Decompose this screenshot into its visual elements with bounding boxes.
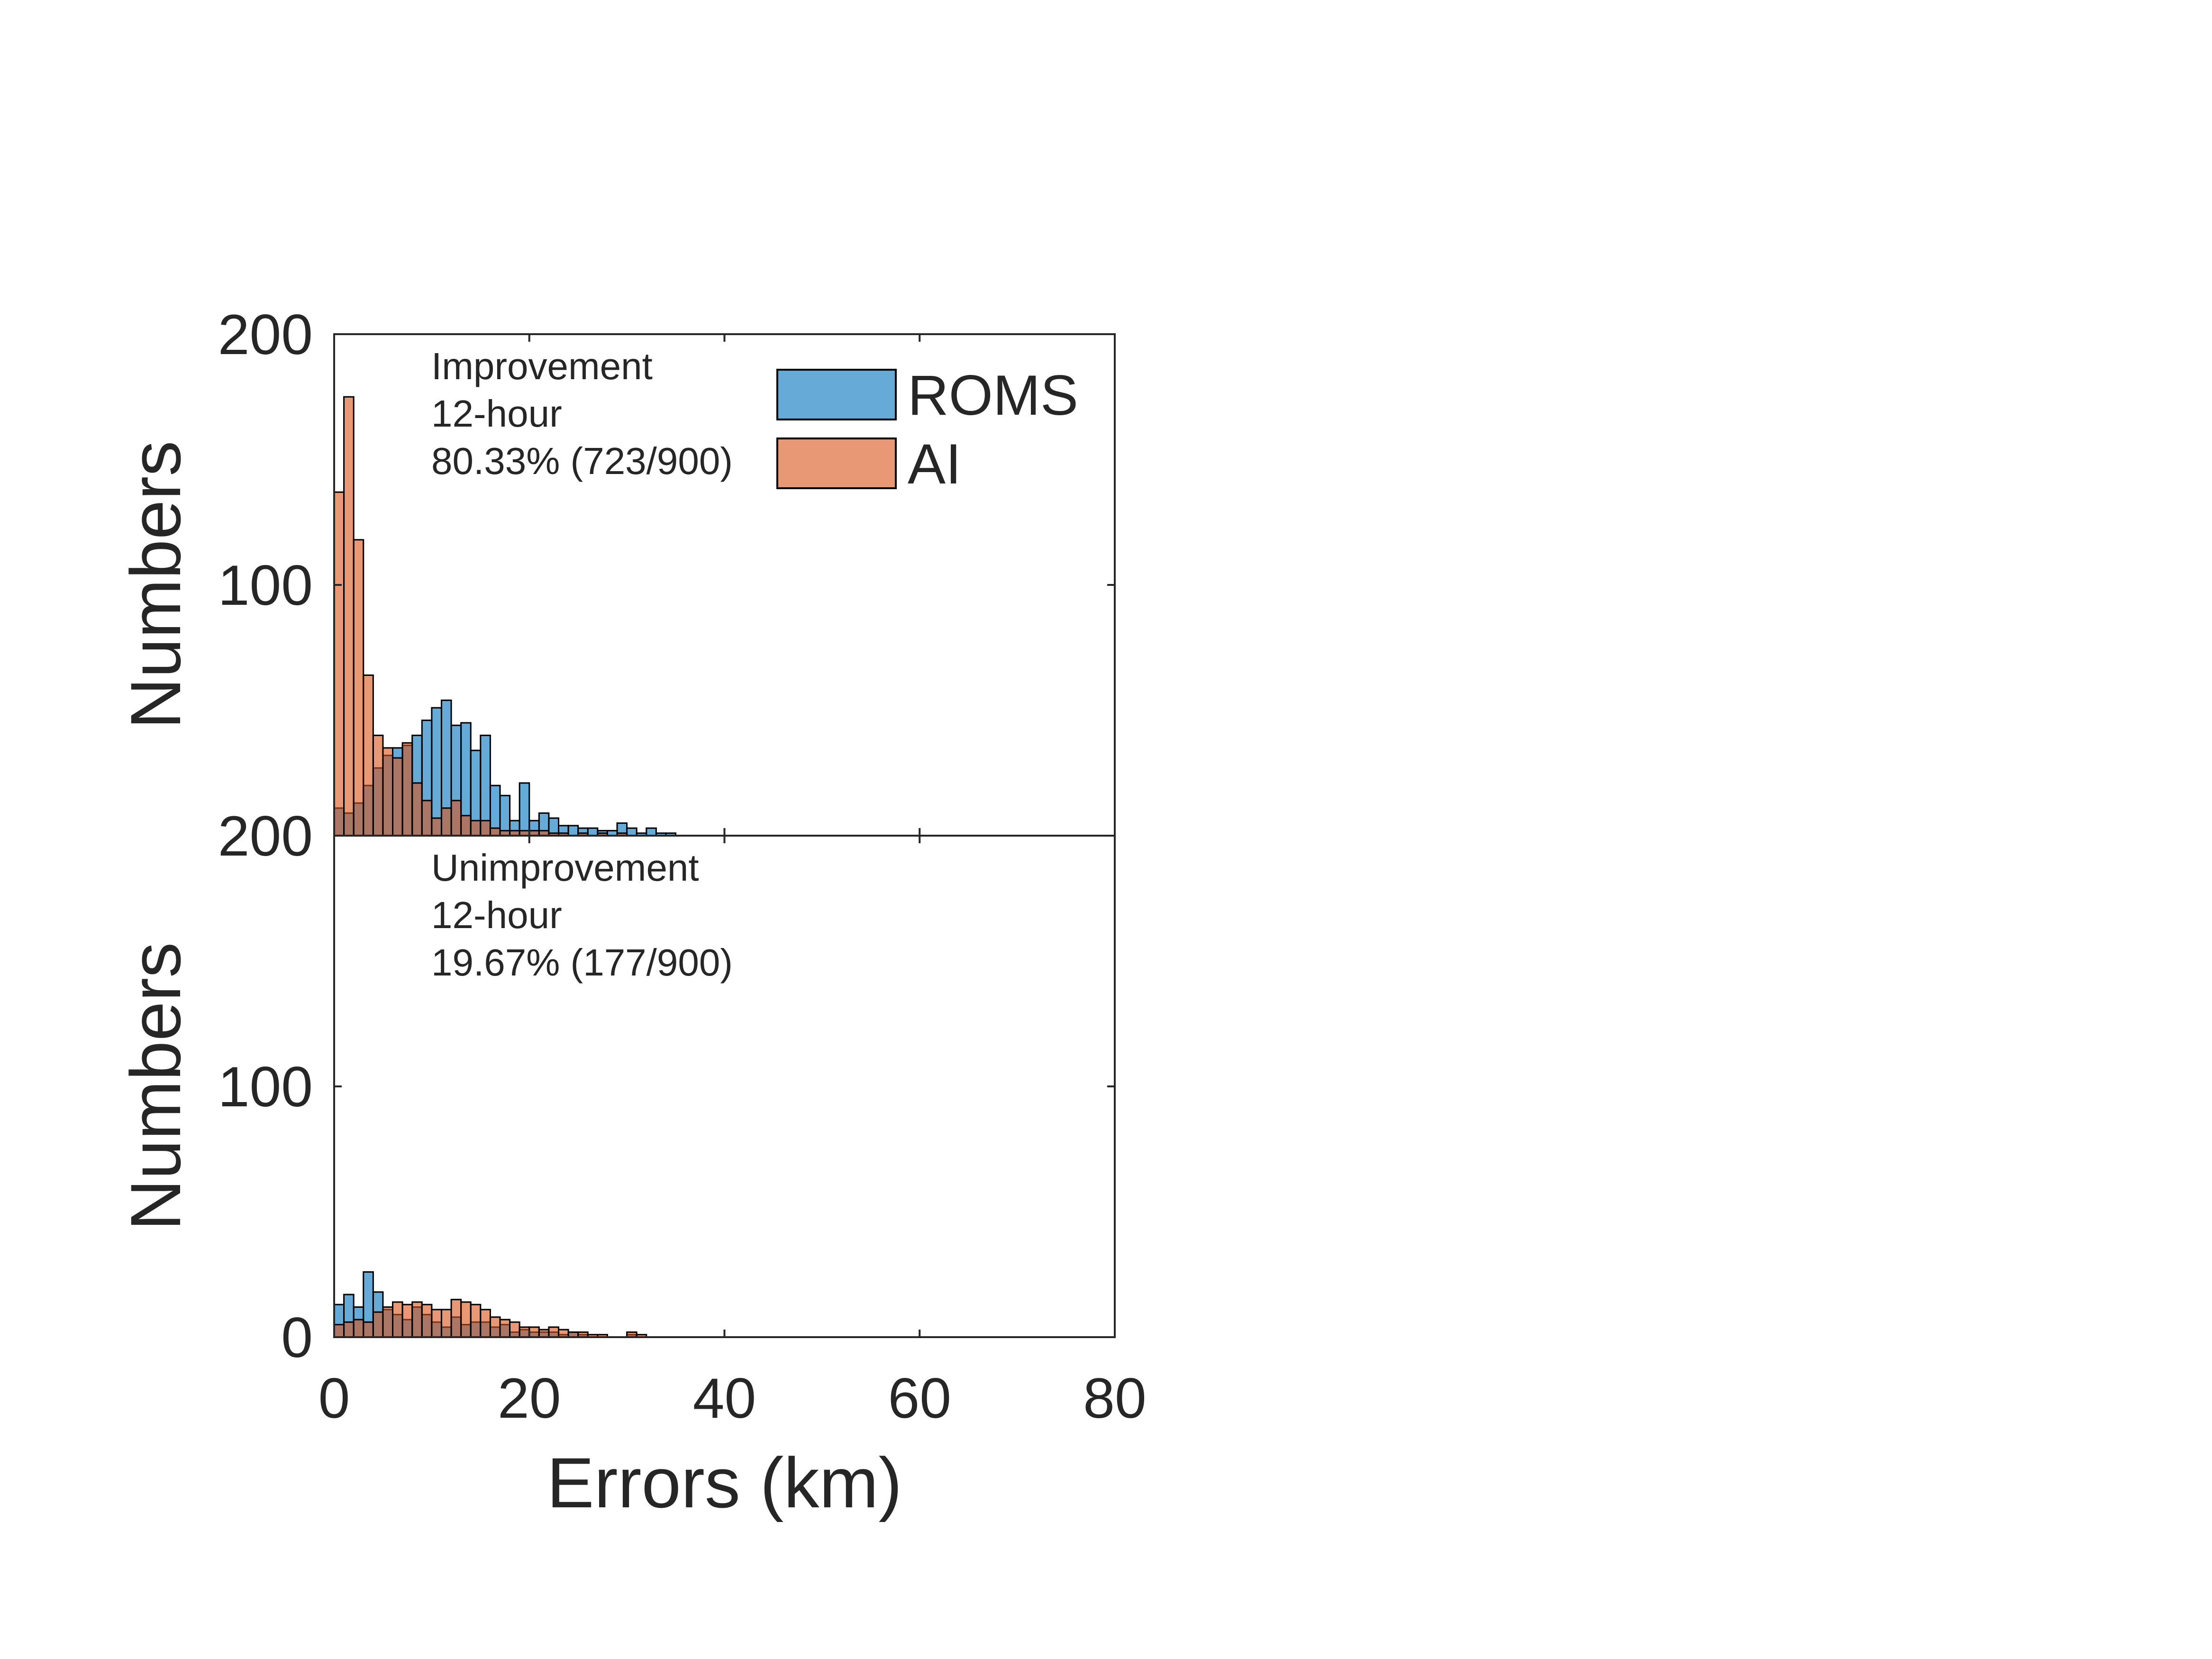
bar-ai-19 bbox=[519, 1326, 530, 1338]
bar-ai-15 bbox=[480, 820, 491, 837]
bar-ai-1 bbox=[343, 396, 355, 837]
y-axis-label-top: Numbers bbox=[116, 441, 195, 729]
ytick-label-100: 100 bbox=[218, 1055, 313, 1119]
bar-ai-8 bbox=[411, 1301, 423, 1338]
bar-ai-12 bbox=[450, 1299, 462, 1338]
xtick-label-0: 0 bbox=[319, 1367, 350, 1430]
bar-ai-4 bbox=[372, 734, 384, 837]
ytick-label-200: 200 bbox=[218, 303, 313, 366]
bar-ai-14 bbox=[470, 820, 482, 837]
bar-ai-1 bbox=[343, 1321, 355, 1338]
xtick-label-80: 80 bbox=[1083, 1367, 1146, 1430]
bar-ai-20 bbox=[528, 1326, 540, 1338]
bar-roms-32 bbox=[646, 827, 657, 837]
ytick-label-100: 100 bbox=[218, 554, 313, 617]
bar-ai-10 bbox=[431, 1309, 442, 1338]
x-axis-label: Errors (km) bbox=[547, 1443, 902, 1522]
annotation-line-top-0: Improvement bbox=[431, 345, 653, 387]
legend-label-roms: ROMS bbox=[908, 364, 1078, 427]
bar-ai-9 bbox=[421, 800, 433, 837]
bar-ai-17 bbox=[499, 1319, 511, 1338]
xtick-label-40: 40 bbox=[693, 1367, 756, 1430]
annotation-line-top-2: 80.33% (723/900) bbox=[431, 440, 733, 482]
bar-roms-17 bbox=[499, 794, 511, 837]
legend-swatch-roms bbox=[776, 369, 897, 420]
bar-roms-24 bbox=[567, 825, 579, 837]
bar-ai-7 bbox=[401, 742, 413, 837]
ytick-label-0: 0 bbox=[281, 1306, 313, 1369]
bar-ai-8 bbox=[411, 782, 423, 837]
bar-ai-5 bbox=[382, 747, 394, 837]
bar-roms-19 bbox=[519, 782, 530, 837]
bar-ai-5 bbox=[382, 1306, 394, 1338]
panel-bottom: 0 100 200 0 20 40 60 80 Numbers Errors (km) Unimpr… bbox=[116, 804, 1147, 1522]
bar-ai-3 bbox=[363, 674, 374, 837]
bar-ai-13 bbox=[460, 815, 472, 837]
annotation-line-bottom-2: 19.67% (177/900) bbox=[431, 941, 733, 984]
bar-ai-7 bbox=[401, 1304, 413, 1338]
bar-ai-2 bbox=[353, 539, 364, 837]
bar-ai-9 bbox=[421, 1304, 433, 1338]
bar-ai-23 bbox=[558, 1329, 569, 1338]
y-axis-label-bottom: Numbers bbox=[116, 942, 195, 1231]
bar-ai-0 bbox=[333, 1324, 345, 1338]
legend-label-ai: AI bbox=[908, 432, 961, 496]
bar-ai-6 bbox=[392, 757, 403, 837]
bar-ai-18 bbox=[509, 1321, 520, 1338]
bar-ai-3 bbox=[363, 1321, 374, 1338]
bar-ai-22 bbox=[548, 1326, 560, 1338]
bar-ai-10 bbox=[431, 817, 442, 837]
annotation-line-top-1: 12-hour bbox=[431, 392, 562, 435]
xtick-label-60: 60 bbox=[888, 1367, 951, 1430]
bar-ai-13 bbox=[460, 1301, 472, 1338]
bar-roms-30 bbox=[626, 827, 637, 837]
bar-ai-11 bbox=[440, 807, 452, 837]
legend-swatch-ai bbox=[776, 438, 897, 489]
bar-ai-4 bbox=[372, 1311, 384, 1338]
bar-ai-12 bbox=[450, 800, 462, 837]
panel-top: 100 200 Numbers Improvement 12-hour 80.33% (7… bbox=[116, 303, 1116, 837]
bar-ai-11 bbox=[440, 1309, 452, 1338]
bar-ai-2 bbox=[353, 1319, 364, 1338]
bar-ai-14 bbox=[470, 1304, 482, 1338]
bar-roms-26 bbox=[587, 827, 599, 837]
bar-ai-16 bbox=[489, 827, 501, 837]
bar-ai-0 bbox=[333, 491, 345, 837]
annotation-line-bottom-0: Unimprovement bbox=[431, 847, 699, 889]
bar-ai-6 bbox=[392, 1301, 403, 1338]
bar-ai-15 bbox=[480, 1309, 491, 1338]
ytick-label-200: 200 bbox=[218, 804, 313, 868]
annotation-line-bottom-1: 12-hour bbox=[431, 894, 562, 936]
bar-ai-21 bbox=[538, 1329, 550, 1338]
bar-roms-10 bbox=[431, 707, 442, 837]
bar-ai-16 bbox=[489, 1316, 501, 1338]
xtick-label-20: 20 bbox=[498, 1367, 561, 1430]
